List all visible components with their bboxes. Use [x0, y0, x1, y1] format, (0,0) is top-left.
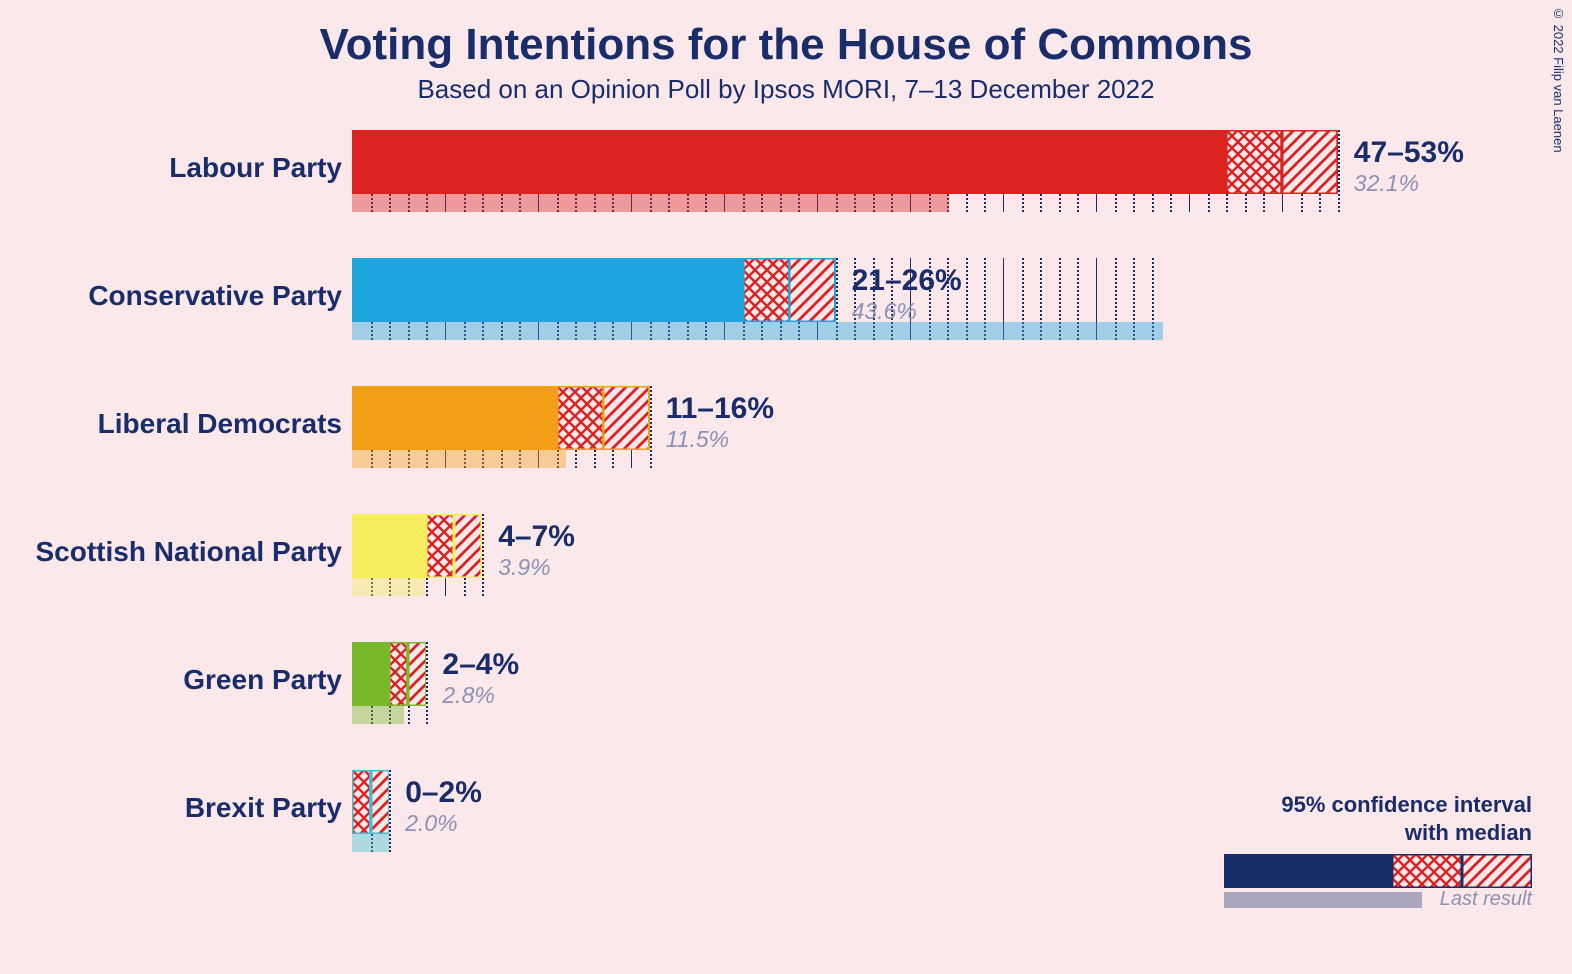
party-row: Brexit Party0–2%2.0%	[352, 770, 1352, 898]
legend-title-line2: with median	[1405, 820, 1532, 845]
bar-crosshatch	[389, 642, 408, 706]
value-range: 4–7%	[498, 520, 575, 554]
legend-title: 95% confidence interval with median	[1222, 791, 1532, 846]
bar-previous-result	[352, 578, 425, 596]
chart-area: Labour Party47–53%32.1% Conservative Par…	[352, 130, 1352, 910]
bar-solid	[352, 514, 426, 578]
party-label: Liberal Democrats	[98, 408, 342, 440]
legend: 95% confidence interval with median Last…	[1222, 791, 1532, 914]
chart-title: Voting Intentions for the House of Commo…	[0, 0, 1572, 70]
party-label: Labour Party	[169, 152, 342, 184]
party-label: Green Party	[183, 664, 342, 696]
legend-prev-row: Last result	[1222, 892, 1532, 914]
value-range: 2–4%	[442, 648, 519, 682]
value-previous: 2.8%	[442, 682, 494, 709]
bar-crosshatch	[557, 386, 604, 450]
legend-crosshatch-segment	[1392, 854, 1462, 888]
bar-crosshatch	[426, 514, 454, 578]
party-row: Conservative Party21–26%43.6%	[352, 258, 1352, 386]
party-label: Conservative Party	[88, 280, 342, 312]
party-row: Scottish National Party4–7%3.9%	[352, 514, 1352, 642]
bar-diagonal	[408, 642, 427, 706]
bar-previous-result	[352, 450, 566, 468]
legend-prev-bar	[1224, 892, 1422, 908]
value-previous: 3.9%	[498, 554, 550, 581]
gridline-minor	[650, 386, 652, 468]
bar-previous-result	[352, 834, 389, 852]
bar-diagonal	[454, 514, 482, 578]
bar-diagonal	[789, 258, 836, 322]
value-range: 47–53%	[1354, 136, 1464, 170]
bar-previous-result	[352, 194, 949, 212]
bar-diagonal	[371, 770, 390, 834]
gridline-minor	[482, 514, 484, 596]
party-row: Green Party2–4%2.8%	[352, 642, 1352, 770]
bar-solid	[352, 386, 557, 450]
bar-solid	[352, 258, 743, 322]
legend-title-line1: 95% confidence interval	[1281, 792, 1532, 817]
bar-solid	[352, 130, 1226, 194]
value-previous: 11.5%	[666, 426, 730, 453]
value-previous: 43.6%	[852, 298, 917, 325]
legend-solid-segment	[1224, 854, 1392, 888]
value-range: 11–16%	[666, 392, 774, 426]
party-row: Liberal Democrats11–16%11.5%	[352, 386, 1352, 514]
copyright: © 2022 Filip van Laenen	[1551, 6, 1566, 153]
gridline-minor	[389, 770, 391, 852]
gridline-minor	[426, 642, 428, 724]
bar-previous-result	[352, 706, 404, 724]
value-range: 21–26%	[852, 264, 962, 298]
value-previous: 32.1%	[1354, 170, 1419, 197]
bar-diagonal	[603, 386, 650, 450]
bar-crosshatch	[352, 770, 371, 834]
bar-crosshatch	[1226, 130, 1282, 194]
legend-bar	[1222, 854, 1532, 890]
party-row: Labour Party47–53%32.1%	[352, 130, 1352, 258]
bar-crosshatch	[743, 258, 790, 322]
value-range: 0–2%	[405, 776, 482, 810]
bar-diagonal	[1282, 130, 1338, 194]
bar-solid	[352, 642, 389, 706]
gridline-minor	[1338, 130, 1340, 212]
party-label: Scottish National Party	[35, 536, 342, 568]
chart-subtitle: Based on an Opinion Poll by Ipsos MORI, …	[0, 74, 1572, 105]
value-previous: 2.0%	[405, 810, 457, 837]
legend-diagonal-segment	[1462, 854, 1532, 888]
bar-previous-result	[352, 322, 1163, 340]
party-label: Brexit Party	[185, 792, 342, 824]
legend-prev-label: Last result	[1440, 888, 1532, 911]
